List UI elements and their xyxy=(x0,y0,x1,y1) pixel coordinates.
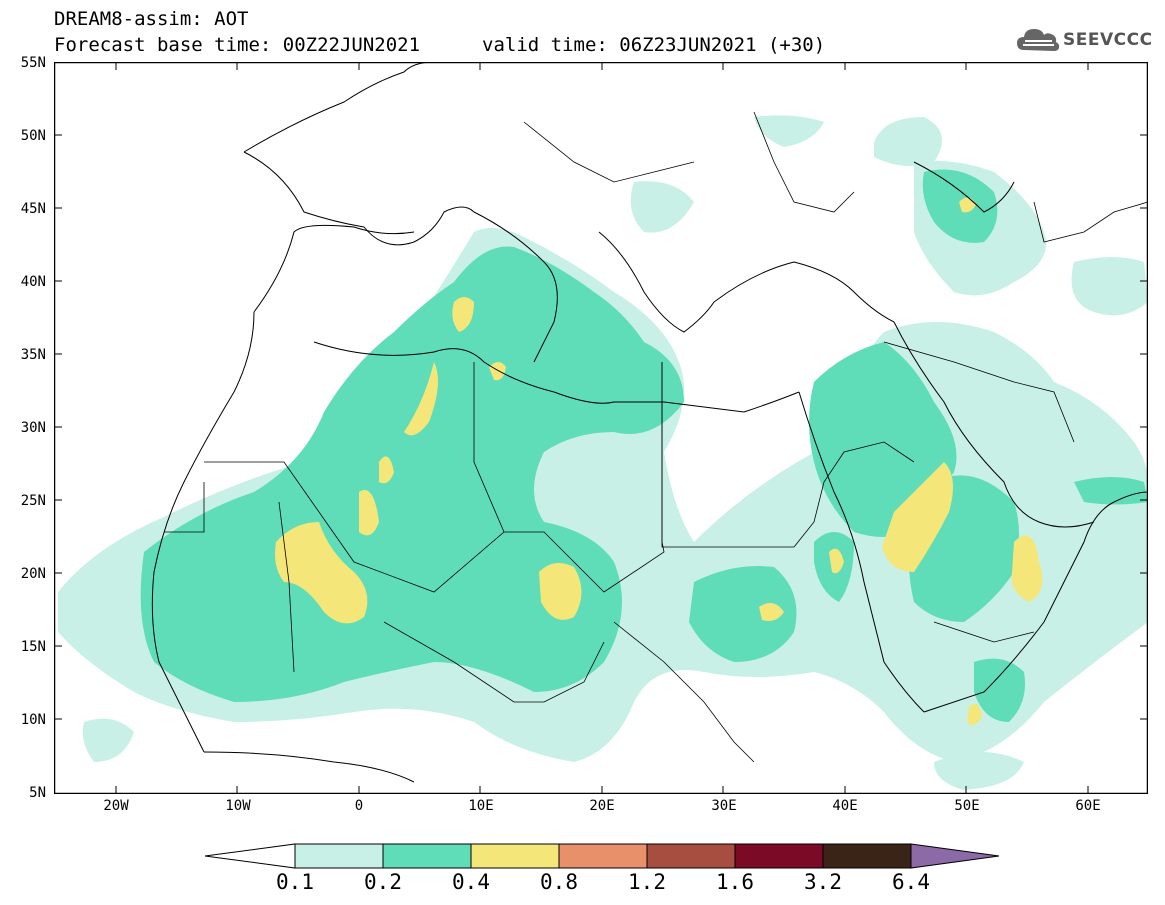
lon-label-20e: 20E xyxy=(589,798,615,814)
lon-label-50e: 50E xyxy=(954,798,980,814)
lat-label-45n: 45N xyxy=(20,201,46,217)
colorbar-bin-4 xyxy=(646,843,736,869)
aot-contour-0.2 xyxy=(140,169,1148,722)
colorbar-bin-1 xyxy=(382,843,472,869)
aot-map xyxy=(54,62,1148,794)
colorbar-label-0.2: 0.2 xyxy=(364,870,402,894)
colorbar-low-arrow xyxy=(205,843,296,869)
lat-label-5n: 5N xyxy=(29,785,46,801)
cloud-icon xyxy=(1017,29,1060,51)
lon-label-60e: 60E xyxy=(1075,798,1101,814)
colorbar-label-0.1: 0.1 xyxy=(276,870,314,894)
lon-label-30e: 30E xyxy=(711,798,737,814)
colorbar-label-1.6: 1.6 xyxy=(716,870,754,894)
colorbar-label-0.8: 0.8 xyxy=(540,870,578,894)
colorbar-label-6.4: 6.4 xyxy=(892,870,930,894)
lat-label-30n: 30N xyxy=(20,420,46,436)
colorbar-label-1.2: 1.2 xyxy=(628,870,666,894)
coastlines xyxy=(151,62,1148,783)
lon-label-40e: 40E xyxy=(832,798,858,814)
lon-label-0: 0 xyxy=(354,798,364,814)
lat-label-20n: 20N xyxy=(20,566,46,582)
colorbar-bin-5 xyxy=(734,843,824,869)
forecast-base-time: Forecast base time: 00Z22JUN2021 xyxy=(54,34,421,56)
colorbar-high-arrow xyxy=(910,843,1000,869)
lon-label-20w: 20W xyxy=(103,798,129,814)
lat-label-35n: 35N xyxy=(20,347,46,363)
borders xyxy=(164,111,1148,763)
colorbar-label-3.2: 3.2 xyxy=(804,870,842,894)
lat-label-55n: 55N xyxy=(20,55,46,71)
lon-label-10w: 10W xyxy=(225,798,251,814)
map-frame xyxy=(54,62,1148,794)
axis-ticks xyxy=(54,62,1148,794)
valid-time: valid time: 06Z23JUN2021 (+30) xyxy=(482,34,826,56)
colorbar-bin-0 xyxy=(294,843,384,869)
lat-label-50n: 50N xyxy=(20,128,46,144)
colorbar-bin-3 xyxy=(558,843,648,869)
lat-label-10n: 10N xyxy=(20,712,46,728)
aot-contour-0.4 xyxy=(275,197,1043,726)
seevccc-logo: SEEVCCC xyxy=(1016,24,1153,56)
colorbar-bin-6 xyxy=(822,843,912,869)
lat-label-15n: 15N xyxy=(20,639,46,655)
colorbar xyxy=(205,843,1000,869)
lat-label-25n: 25N xyxy=(20,493,46,509)
lon-label-10e: 10E xyxy=(468,798,494,814)
colorbar-label-0.4: 0.4 xyxy=(452,870,490,894)
logo-text: SEEVCCC xyxy=(1063,30,1153,50)
map-title: DREAM8-assim: AOT xyxy=(54,8,249,30)
colorbar-bin-2 xyxy=(470,843,560,869)
lat-label-40n: 40N xyxy=(20,274,46,290)
